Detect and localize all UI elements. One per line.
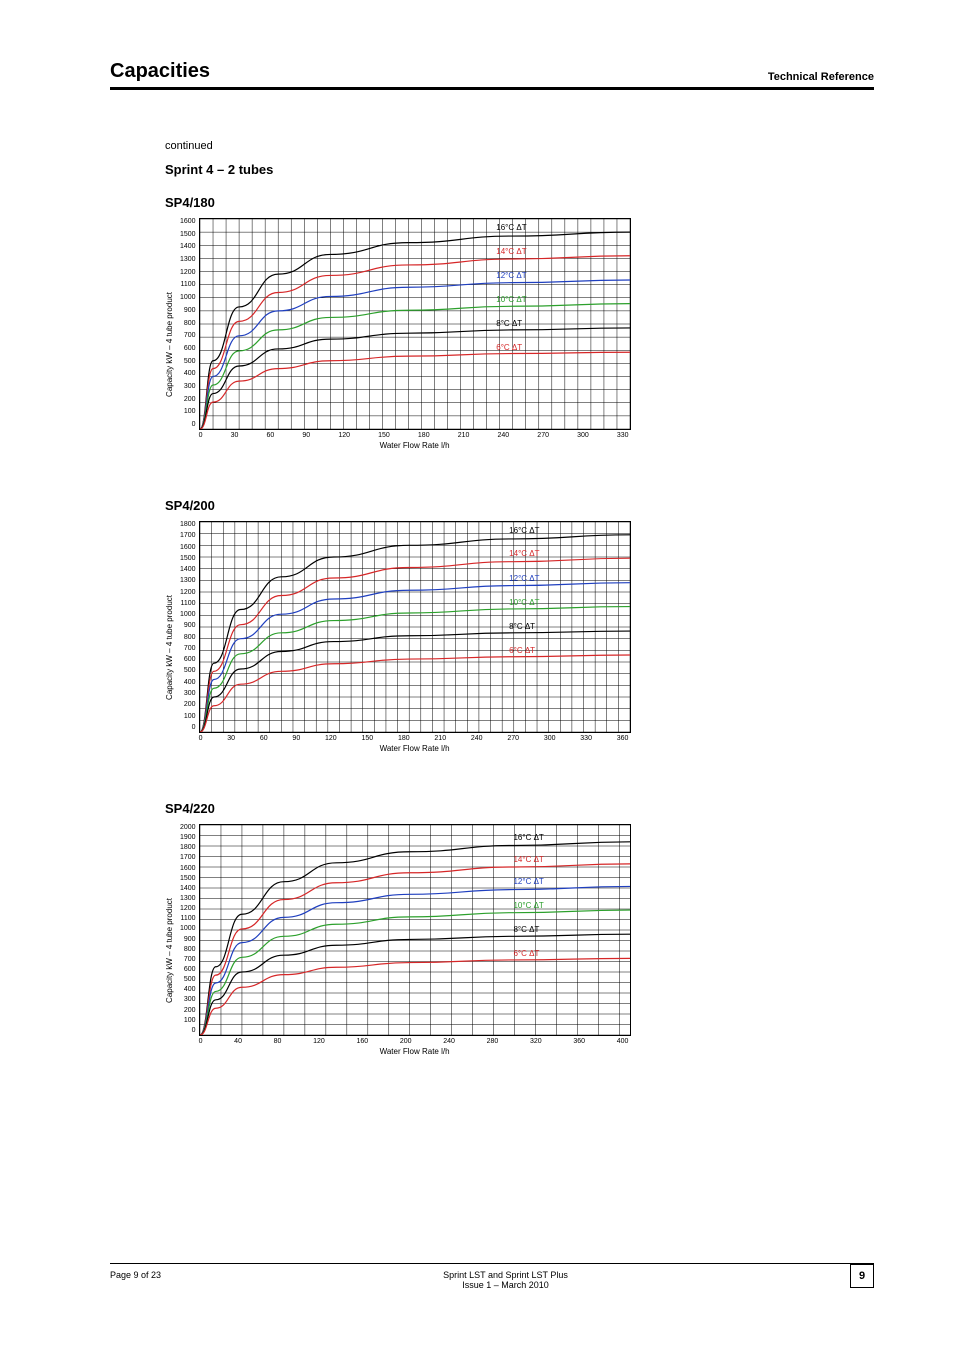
x-axis-title: Water Flow Rate l/h [199,744,631,753]
x-axis-labels: 0306090120150180210240270300330360 [199,733,629,742]
chart-block: SP4/180 Capacity kW – 4 tube product 16001… [110,195,874,450]
model-label: SP4/220 [165,801,874,816]
series-curve-10 [200,607,630,732]
model-label: SP4/200 [165,498,874,513]
series-curve-12 [200,886,630,1035]
chart-block: SP4/220 Capacity kW – 4 tube product 20001… [110,801,874,1056]
chart-block: SP4/200 Capacity kW – 4 tube product 18001… [110,498,874,753]
series-curve-6 [200,958,630,1035]
footer-center: Sprint LST and Sprint LST Plus Issue 1 –… [443,1270,568,1290]
header-title: Capacities [110,60,210,83]
series-curve-16 [200,535,630,732]
y-axis-labels: 1800170016001500140013001200110010009008… [180,521,199,731]
continued-label: continued [165,140,874,152]
series-curve-16 [200,232,630,429]
charts-container: SP4/180 Capacity kW – 4 tube product 16001… [110,195,874,1056]
header-section: Technical Reference [768,71,874,83]
y-axis-labels: 2000190018001700160015001400130012001100… [180,824,199,1034]
page-footer: Page 9 of 23 Sprint LST and Sprint LST P… [110,1263,874,1290]
series-curve-6 [200,352,630,429]
series-curve-10 [200,304,630,429]
page: Capacities Technical Reference continued… [0,0,954,1350]
chart-plot: 16°C ΔT14°C ΔT12°C ΔT10°C ΔT8°C ΔT6°C ΔT [199,218,631,430]
series-curve-14 [200,864,630,1035]
page-number: 9 [850,1264,874,1288]
y-axis-title: Capacity kW – 4 tube product [165,575,174,700]
x-axis-labels: 0306090120150180210240270300330 [199,430,629,439]
model-label: SP4/180 [165,195,874,210]
chart-plot: 16°C ΔT14°C ΔT12°C ΔT10°C ΔT8°C ΔT6°C ΔT [199,824,631,1036]
x-axis-title: Water Flow Rate l/h [199,1047,631,1056]
series-curve-8 [200,934,630,1035]
series-curve-8 [200,328,630,429]
series-curve-12 [200,280,630,429]
x-axis-labels: 04080120160200240280320360400 [199,1036,629,1045]
footer-left: Page 9 of 23 [110,1270,161,1280]
sprint-title: Sprint 4 – 2 tubes [165,162,874,177]
y-axis-labels: 1600150014001300120011001000900800700600… [180,218,199,428]
x-axis-title: Water Flow Rate l/h [199,441,631,450]
y-axis-title: Capacity kW – 4 tube product [165,878,174,1003]
page-header: Capacities Technical Reference [110,60,874,90]
series-curve-16 [200,842,630,1035]
chart-plot: 16°C ΔT14°C ΔT12°C ΔT10°C ΔT8°C ΔT6°C ΔT [199,521,631,733]
y-axis-title: Capacity kW – 4 tube product [165,272,174,397]
series-curve-8 [200,631,630,732]
